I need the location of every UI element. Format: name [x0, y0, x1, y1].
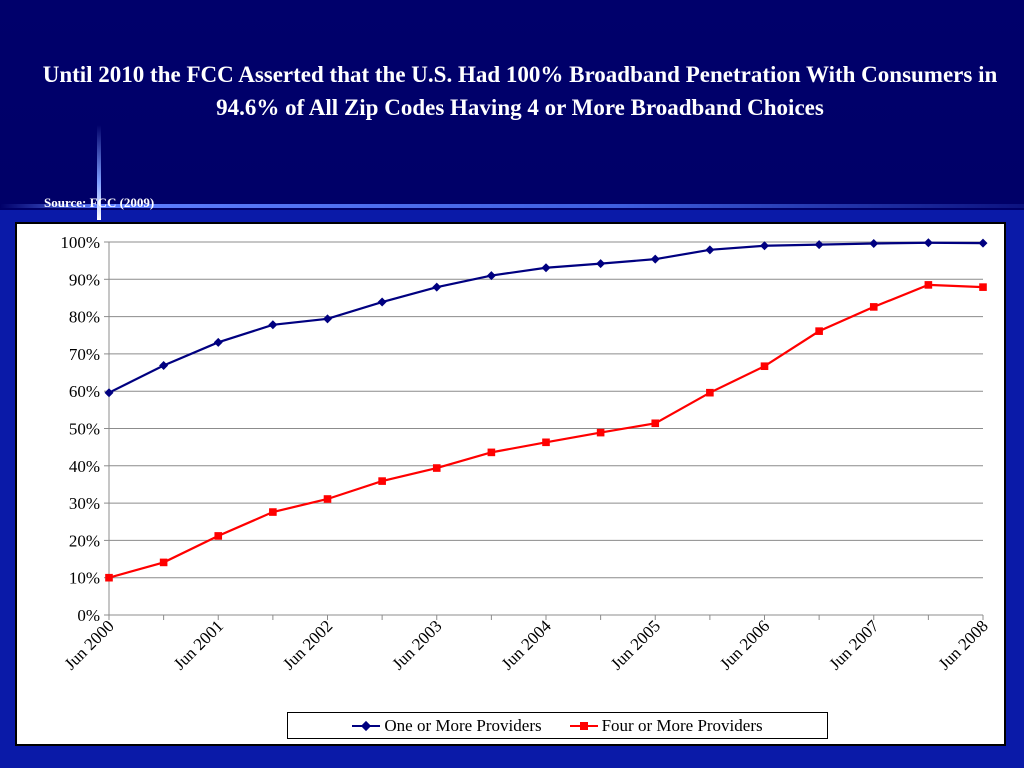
data-point-square	[432, 464, 441, 472]
data-point-square	[105, 573, 113, 582]
data-point-diamond	[814, 240, 824, 250]
chart-legend: One or More Providers Four or More Provi…	[287, 712, 828, 739]
data-point-diamond	[760, 241, 769, 251]
series-line-four-or-more	[108, 283, 984, 579]
data-point-diamond	[159, 360, 169, 370]
legend-label-four-or-more: Four or More Providers	[601, 715, 763, 735]
data-point-square	[706, 388, 714, 397]
data-point-diamond	[869, 238, 879, 248]
data-point-square	[214, 532, 223, 540]
data-point-square	[487, 448, 496, 457]
line-chart: 0% 10% 20% 30% 40% 50% 60% 70% 80% 90% 100% Jun 200…	[60, 233, 992, 674]
data-point-diamond	[432, 282, 442, 292]
x-tick-label: Jun 2006	[716, 616, 773, 673]
y-tick-label: 40%	[69, 457, 100, 476]
slide-title: Until 2010 the FCC Asserted that the U.S…	[42, 62, 998, 120]
y-tick-label: 0%	[77, 606, 100, 625]
data-point-square	[378, 477, 386, 485]
data-point-square	[596, 428, 605, 437]
y-tick-label: 90%	[69, 270, 100, 289]
source-note: Source: FCC (2009)	[44, 195, 155, 210]
data-point-diamond	[923, 238, 933, 248]
data-point-square	[815, 327, 823, 335]
legend-label-one-or-more: One or More Providers	[384, 715, 542, 735]
data-point-diamond	[486, 271, 496, 281]
data-point-diamond	[268, 320, 278, 330]
data-point-square	[159, 558, 168, 567]
data-point-square	[924, 281, 933, 289]
x-tick-label: Jun 2007	[825, 616, 883, 674]
y-tick-label: 10%	[69, 569, 100, 588]
data-point-diamond	[596, 259, 606, 269]
data-point-diamond	[650, 254, 660, 264]
data-point-diamond	[705, 245, 715, 255]
y-tick-label: 30%	[69, 494, 100, 513]
legend-item-four-or-more: Four or More Providers	[569, 715, 763, 736]
data-point-diamond	[323, 314, 332, 324]
x-tick-label: Jun 2002	[279, 616, 336, 673]
data-point-diamond	[978, 238, 988, 248]
chart-area: 0% 10% 20% 30% 40% 50% 60% 70% 80% 90% 100% Jun 200…	[15, 222, 1006, 746]
data-point-diamond	[541, 263, 551, 273]
data-point-square	[651, 419, 660, 428]
x-tick-label: Jun 2004	[498, 616, 556, 674]
data-point-square	[869, 303, 878, 311]
vertical-accent-line	[97, 125, 101, 220]
legend-item-one-or-more: One or More Providers	[352, 715, 542, 736]
x-tick-label: Jun 2003	[388, 616, 445, 673]
data-point-square	[269, 508, 277, 516]
x-tick-label: Jun 2005	[607, 616, 664, 673]
y-tick-label: 50%	[69, 420, 100, 439]
data-point-diamond	[104, 388, 114, 398]
data-point-square	[323, 495, 332, 503]
horizontal-accent-line	[0, 204, 1024, 208]
data-point-square	[760, 362, 769, 371]
y-tick-label: 20%	[69, 531, 100, 550]
y-tick-label: 60%	[69, 382, 100, 401]
legend-swatch-square-icon	[569, 721, 598, 731]
y-tick-label: 100%	[60, 233, 100, 252]
x-tick-label: Jun 2008	[935, 616, 992, 673]
data-point-diamond	[213, 337, 223, 347]
data-point-square	[979, 283, 987, 291]
legend-swatch-diamond-icon	[352, 720, 381, 731]
data-point-diamond	[377, 297, 387, 307]
x-tick-label: Jun 2001	[170, 616, 227, 673]
y-tick-label: 70%	[69, 345, 100, 364]
y-tick-label: 80%	[69, 308, 100, 327]
data-point-square	[542, 438, 550, 447]
